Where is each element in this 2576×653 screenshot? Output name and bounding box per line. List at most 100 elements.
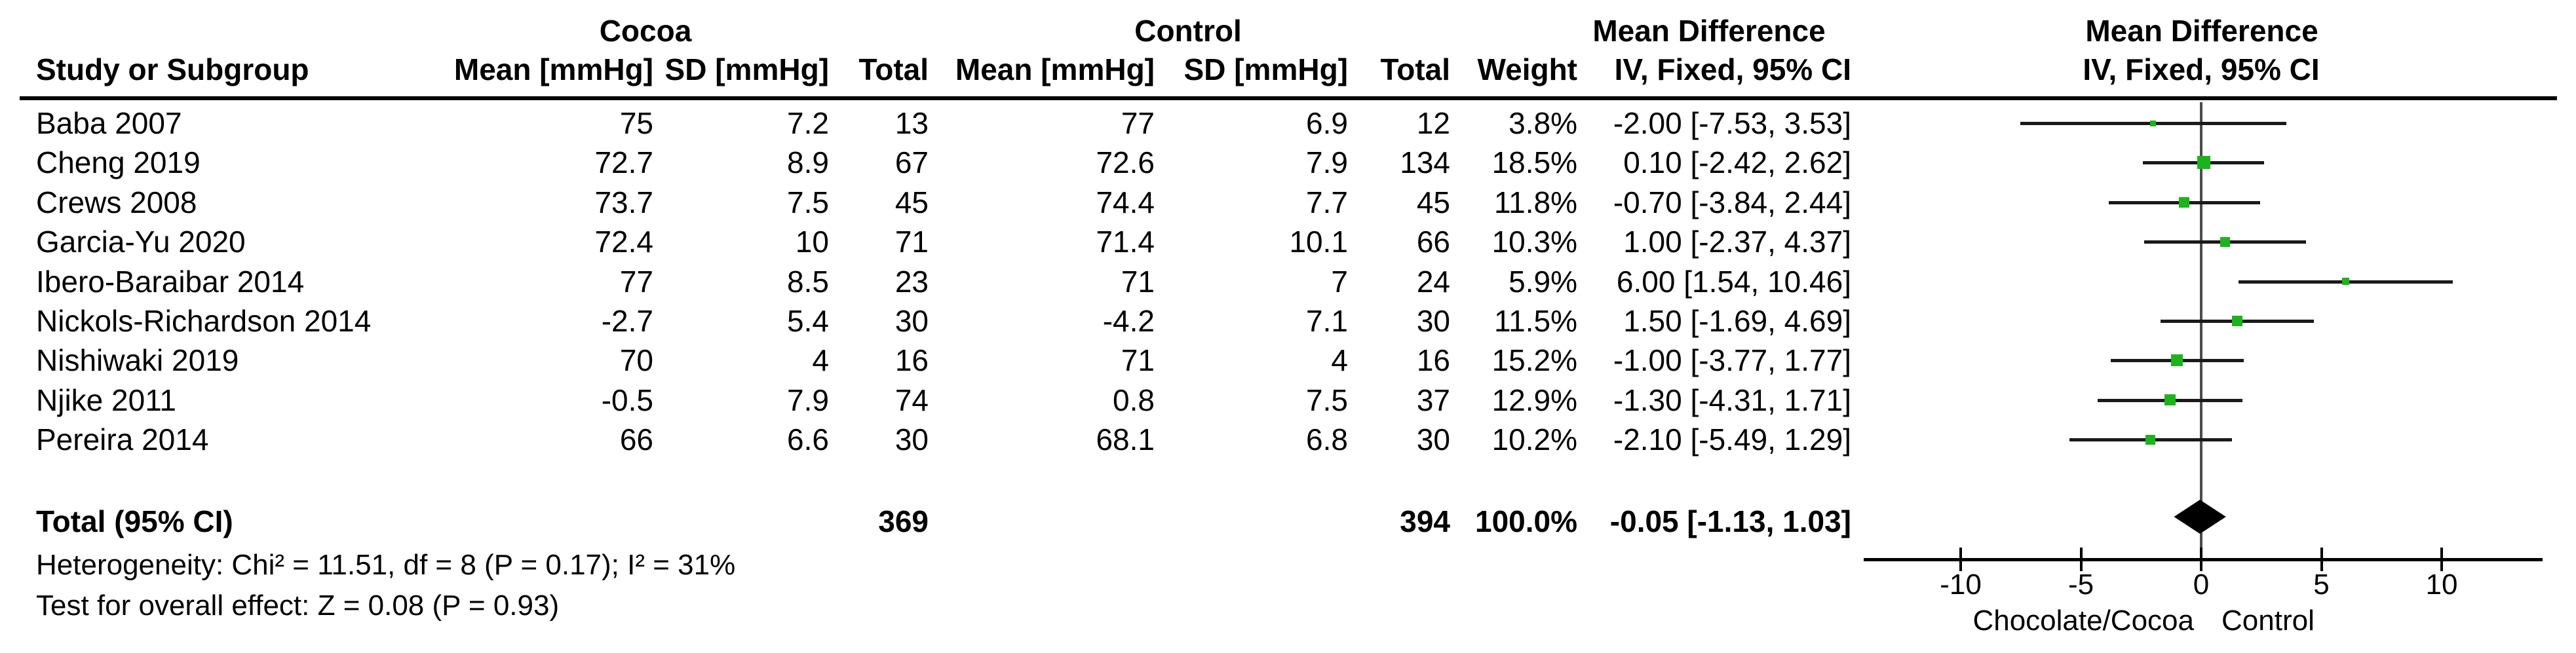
favours-left-label: Chocolate/Cocoa — [1972, 605, 2194, 637]
axis-tick-label: -5 — [2067, 569, 2094, 601]
study-data-cell: 72.7 — [594, 145, 653, 180]
study-data-cell: -4.2 — [1102, 304, 1155, 338]
study-data-cell: 30 — [894, 304, 929, 338]
x-axis-line — [1864, 558, 2543, 561]
study-data-cell: 12.9% — [1491, 382, 1577, 417]
subheader-col-8: IV, Fixed, 95% CI — [1614, 52, 1851, 86]
point-estimate-marker — [2341, 278, 2349, 286]
study-data-cell: 66 — [1416, 225, 1450, 259]
study-data-cell: 7.7 — [1306, 185, 1348, 219]
point-estimate-marker — [2220, 236, 2231, 247]
study-data-cell: 75 — [619, 106, 653, 140]
point-estimate-marker — [2197, 156, 2210, 170]
study-label: Njike 2011 — [36, 382, 176, 417]
zero-effect-line — [2200, 102, 2202, 559]
axis-tick — [2440, 548, 2443, 571]
study-data-cell: 16 — [894, 343, 929, 378]
study-data-cell: 8.5 — [787, 264, 829, 299]
subheader-study: Study or Subgroup — [36, 52, 309, 86]
study-data-cell: 30 — [1416, 304, 1450, 338]
header-divider-line — [20, 96, 2557, 100]
favours-right-label: Control — [2221, 605, 2315, 637]
subheader-col-5: SD [mmHg] — [1183, 52, 1348, 86]
subheader-col-2: SD [mmHg] — [664, 52, 829, 86]
study-label: Ibero-Baraibar 2014 — [36, 264, 305, 299]
total-ci-text: -0.05 [-1.13, 1.03] — [1609, 504, 1851, 538]
study-label: Baba 2007 — [36, 106, 182, 140]
study-data-cell: -1.00 [-3.77, 1.77] — [1613, 343, 1851, 378]
study-data-cell: 70 — [619, 343, 653, 378]
study-data-cell: 5.4 — [787, 304, 829, 338]
study-data-cell: 68.1 — [1096, 422, 1155, 457]
study-data-cell: 24 — [1416, 264, 1450, 299]
study-data-cell: 7.9 — [1306, 145, 1348, 180]
study-data-cell: 30 — [894, 422, 929, 457]
study-data-cell: 0.10 [-2.42, 2.62] — [1623, 145, 1851, 180]
column-header-mean-difference-text: Mean Difference — [1592, 14, 1826, 48]
study-data-cell: -1.30 [-4.31, 1.71] — [1613, 382, 1851, 417]
point-estimate-marker — [2179, 196, 2190, 208]
study-data-cell: 15.2% — [1491, 343, 1577, 378]
subheader-plot-ci: IV, Fixed, 95% CI — [2083, 52, 2320, 86]
total-cocoa-n: 369 — [878, 504, 929, 538]
study-data-cell: 8.9 — [787, 145, 829, 180]
study-data-cell: 7.2 — [787, 106, 829, 140]
study-data-cell: -0.70 [-3.84, 2.44] — [1613, 185, 1851, 219]
total-row-label: Total (95% CI) — [36, 504, 233, 538]
subheader-col-3: Total — [858, 52, 929, 86]
study-data-cell: 71 — [894, 225, 929, 259]
pooled-effect-diamond — [2174, 500, 2226, 534]
study-label: Nishiwaki 2019 — [36, 343, 239, 378]
overall-effect-text: Test for overall effect: Z = 0.08 (P = 0… — [36, 589, 560, 622]
study-data-cell: 23 — [894, 264, 929, 299]
study-data-cell: 4 — [812, 343, 829, 378]
study-data-cell: 1.50 [-1.69, 4.69] — [1623, 304, 1851, 338]
study-data-cell: 72.4 — [594, 225, 653, 259]
study-data-cell: 16 — [1416, 343, 1450, 378]
study-data-cell: 66 — [619, 422, 653, 457]
point-estimate-marker — [2164, 394, 2176, 406]
point-estimate-marker — [2150, 120, 2157, 126]
study-data-cell: 7.5 — [1306, 382, 1348, 417]
study-data-cell: 6.6 — [787, 422, 829, 457]
axis-tick — [2200, 548, 2202, 571]
point-estimate-marker — [2171, 354, 2183, 367]
study-data-cell: 3.8% — [1509, 106, 1577, 140]
study-data-cell: 77 — [619, 264, 653, 299]
axis-tick-label: -10 — [1940, 569, 1982, 601]
study-data-cell: 10 — [795, 225, 829, 259]
subheader-col-4: Mean [mmHg] — [955, 52, 1155, 86]
total-weight: 100.0% — [1474, 504, 1577, 538]
study-data-cell: 74 — [894, 382, 929, 417]
axis-tick-label: 10 — [2425, 569, 2458, 601]
study-data-cell: 11.8% — [1493, 185, 1577, 219]
study-data-cell: 134 — [1400, 145, 1450, 180]
study-data-cell: 7 — [1331, 264, 1348, 299]
study-data-cell: 45 — [1416, 185, 1450, 219]
study-data-cell: 7.9 — [787, 382, 829, 417]
point-estimate-marker — [2145, 434, 2156, 445]
study-label: Cheng 2019 — [36, 145, 201, 180]
study-data-cell: -2.7 — [601, 304, 653, 338]
axis-tick — [2079, 548, 2083, 571]
study-data-cell: 0.8 — [1113, 382, 1155, 417]
study-data-cell: 71.4 — [1096, 225, 1155, 259]
point-estimate-marker — [2232, 316, 2243, 326]
group-header-control: Control — [1134, 14, 1242, 48]
study-data-cell: 10.2% — [1491, 422, 1577, 457]
study-label: Pereira 2014 — [36, 422, 209, 457]
study-data-cell: 71 — [1121, 343, 1155, 378]
study-data-cell: 73.7 — [594, 185, 653, 219]
study-data-cell: 12 — [1416, 106, 1450, 140]
heterogeneity-text: Heterogeneity: Chi² = 11.51, df = 8 (P =… — [36, 549, 736, 581]
subheader-col-6: Total — [1380, 52, 1450, 86]
study-data-cell: 30 — [1416, 422, 1450, 457]
axis-tick — [1959, 548, 1962, 571]
study-data-cell: 5.9% — [1509, 264, 1577, 299]
study-data-cell: 10.3% — [1491, 225, 1577, 259]
study-data-cell: 6.9 — [1306, 106, 1348, 140]
study-data-cell: 10.1 — [1289, 225, 1348, 259]
axis-tick — [2320, 548, 2323, 571]
study-data-cell: 67 — [894, 145, 929, 180]
